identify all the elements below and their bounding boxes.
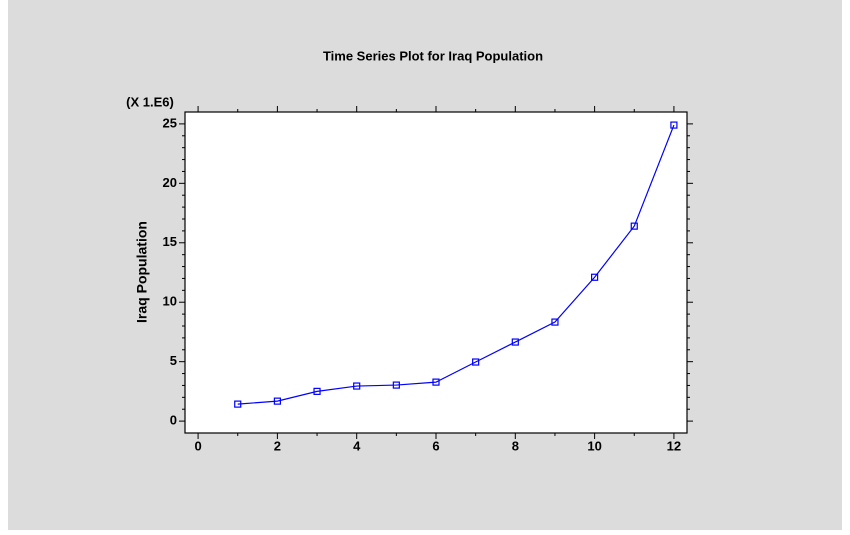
point-marker xyxy=(353,382,361,390)
y-tick-label: 5 xyxy=(170,353,177,368)
point-marker xyxy=(511,338,519,346)
point-marker xyxy=(392,381,400,389)
point-marker xyxy=(273,397,281,405)
chart-title: Time Series Plot for Iraq Population xyxy=(323,48,543,63)
point-marker xyxy=(591,273,599,281)
point-marker xyxy=(313,387,321,395)
y-tick-label: 20 xyxy=(163,175,177,190)
point-marker xyxy=(472,358,480,366)
x-tick-label: 10 xyxy=(587,438,601,453)
x-tick-label: 12 xyxy=(667,438,681,453)
point-marker xyxy=(234,400,242,408)
y-axis-label: Iraq Population xyxy=(134,221,150,323)
y-tick-label: 0 xyxy=(170,413,177,428)
x-tick-label: 0 xyxy=(194,438,201,453)
series-line xyxy=(237,124,675,405)
x-tick-label: 8 xyxy=(512,438,519,453)
point-marker xyxy=(670,121,678,129)
axis-multiplier: (X 1.E6) xyxy=(126,94,174,109)
point-marker xyxy=(551,318,559,326)
y-tick-label: 10 xyxy=(163,294,177,309)
point-marker xyxy=(432,378,440,386)
x-tick-label: 4 xyxy=(353,438,361,453)
x-tick-label: 2 xyxy=(274,438,281,453)
point-marker xyxy=(630,222,638,230)
x-tick-label: 6 xyxy=(432,438,439,453)
y-tick-label: 15 xyxy=(163,234,177,249)
y-tick-label: 25 xyxy=(163,115,177,130)
